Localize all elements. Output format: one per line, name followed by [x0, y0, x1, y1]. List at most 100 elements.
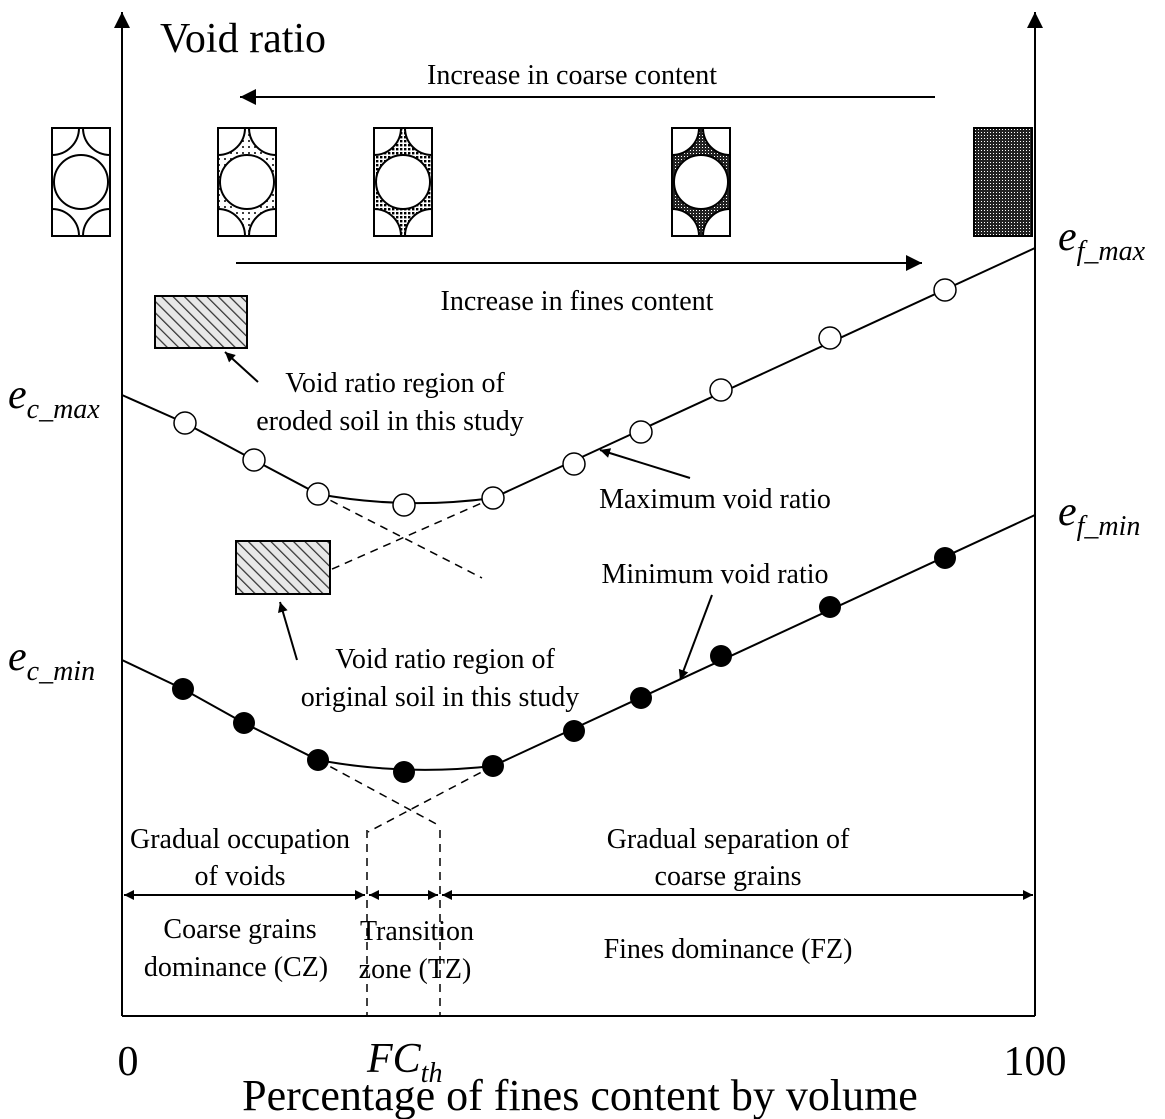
coarse-grain	[375, 154, 431, 210]
original-region	[235, 540, 331, 595]
stage-text: Gradual occupation	[130, 824, 350, 855]
coarse-grain	[82, 128, 110, 156]
min-point	[563, 720, 585, 742]
grain-icon	[672, 128, 730, 236]
coarse-text: Increase in coarse content	[427, 60, 717, 91]
min-point	[482, 755, 504, 777]
grain-icon	[374, 128, 432, 236]
zone-text: Transition	[360, 916, 474, 947]
min-point	[307, 749, 329, 771]
zone-text: zone (TZ)	[359, 954, 472, 985]
min-point	[630, 687, 652, 709]
coarse-grain	[404, 208, 432, 236]
coarse-grain	[219, 154, 275, 210]
max-point	[818, 326, 842, 350]
grain-icons	[51, 127, 1033, 237]
coarse-grain	[673, 154, 729, 210]
base: FC	[366, 1036, 422, 1082]
min-point	[710, 645, 732, 667]
sub: c_min	[27, 656, 95, 687]
base: e	[8, 634, 27, 680]
coarse-grain	[702, 128, 730, 156]
icon-frame	[671, 127, 731, 237]
coarse-grain	[374, 208, 402, 236]
eroded-arrow	[224, 351, 259, 383]
sub: f_min	[1077, 511, 1141, 542]
sub: th	[421, 1058, 443, 1089]
min-point	[172, 678, 194, 700]
coarse-grain	[672, 128, 700, 156]
min-point	[393, 761, 415, 783]
x-start: 0	[118, 1039, 139, 1085]
grain-icon	[218, 128, 276, 236]
sub: f_max	[1077, 236, 1146, 267]
original-text: original soil in this study	[301, 682, 579, 713]
max-point	[933, 278, 957, 302]
grain-icon	[974, 128, 1032, 236]
zone-text: dominance (CZ)	[144, 952, 328, 983]
max-point	[629, 420, 653, 444]
max-dash	[317, 493, 483, 579]
icon-frame	[51, 127, 111, 237]
base: e	[8, 372, 27, 418]
min-arrow	[678, 594, 713, 681]
x-label: Percentage of fines content by volume	[242, 1071, 918, 1119]
coarse-grain	[218, 128, 246, 156]
threshold: FCth	[366, 1036, 442, 1089]
max-dash	[329, 497, 494, 571]
e-f-min: ef_min	[1058, 489, 1140, 542]
base: e	[1058, 214, 1077, 260]
min-dash	[367, 765, 494, 833]
coarse-grain	[52, 208, 80, 236]
max-arrow	[599, 448, 691, 479]
coarse-grain	[52, 128, 80, 156]
max-point	[709, 378, 733, 402]
max-point	[173, 411, 197, 435]
e-f-max: ef_max	[1058, 214, 1146, 267]
max-point	[242, 448, 266, 472]
coarse-grain	[218, 208, 246, 236]
min-dash	[317, 759, 441, 827]
coarse-grain	[248, 128, 276, 156]
stage-text: Gradual separation of	[607, 824, 850, 855]
e-c-max: ec_max	[8, 372, 100, 425]
eroded-text: Void ratio region of	[285, 368, 505, 399]
icon-frame	[973, 127, 1033, 237]
coarse-grain	[404, 128, 432, 156]
max-label: Maximum void ratio	[599, 484, 831, 515]
max-point	[481, 486, 505, 510]
grain-icon	[52, 128, 110, 236]
original-text: Void ratio region of	[335, 644, 555, 675]
coarse-grain	[82, 208, 110, 236]
min-point	[819, 596, 841, 618]
coarse-grain	[248, 208, 276, 236]
coarse-grain	[672, 208, 700, 236]
coarse-grain	[374, 128, 402, 156]
fines-text: Increase in fines content	[441, 286, 714, 317]
max-point	[306, 482, 330, 506]
icon-frame	[373, 127, 433, 237]
icon-frame	[217, 127, 277, 237]
min-point	[233, 712, 255, 734]
zone-text: Fines dominance (FZ)	[604, 934, 853, 965]
max-point	[562, 452, 586, 476]
e-c-min: ec_min	[8, 634, 95, 687]
eroded-text: eroded soil in this study	[256, 406, 524, 437]
base: e	[1058, 489, 1077, 535]
stage-text: coarse grains	[655, 861, 802, 892]
zone-text: Coarse grains	[163, 914, 316, 945]
void-fill	[974, 128, 1032, 236]
min-label: Minimum void ratio	[601, 559, 828, 590]
max-point	[392, 493, 416, 517]
stage-text: of voids	[195, 861, 286, 892]
min-point	[934, 547, 956, 569]
coarse-grain	[53, 154, 109, 210]
eroded-region	[154, 295, 248, 349]
original-arrow	[278, 601, 298, 661]
points	[172, 278, 957, 783]
x-end: 100	[1004, 1039, 1067, 1085]
coarse-grain	[702, 208, 730, 236]
sub: c_max	[27, 394, 101, 425]
y-label: Void ratio	[160, 16, 326, 62]
